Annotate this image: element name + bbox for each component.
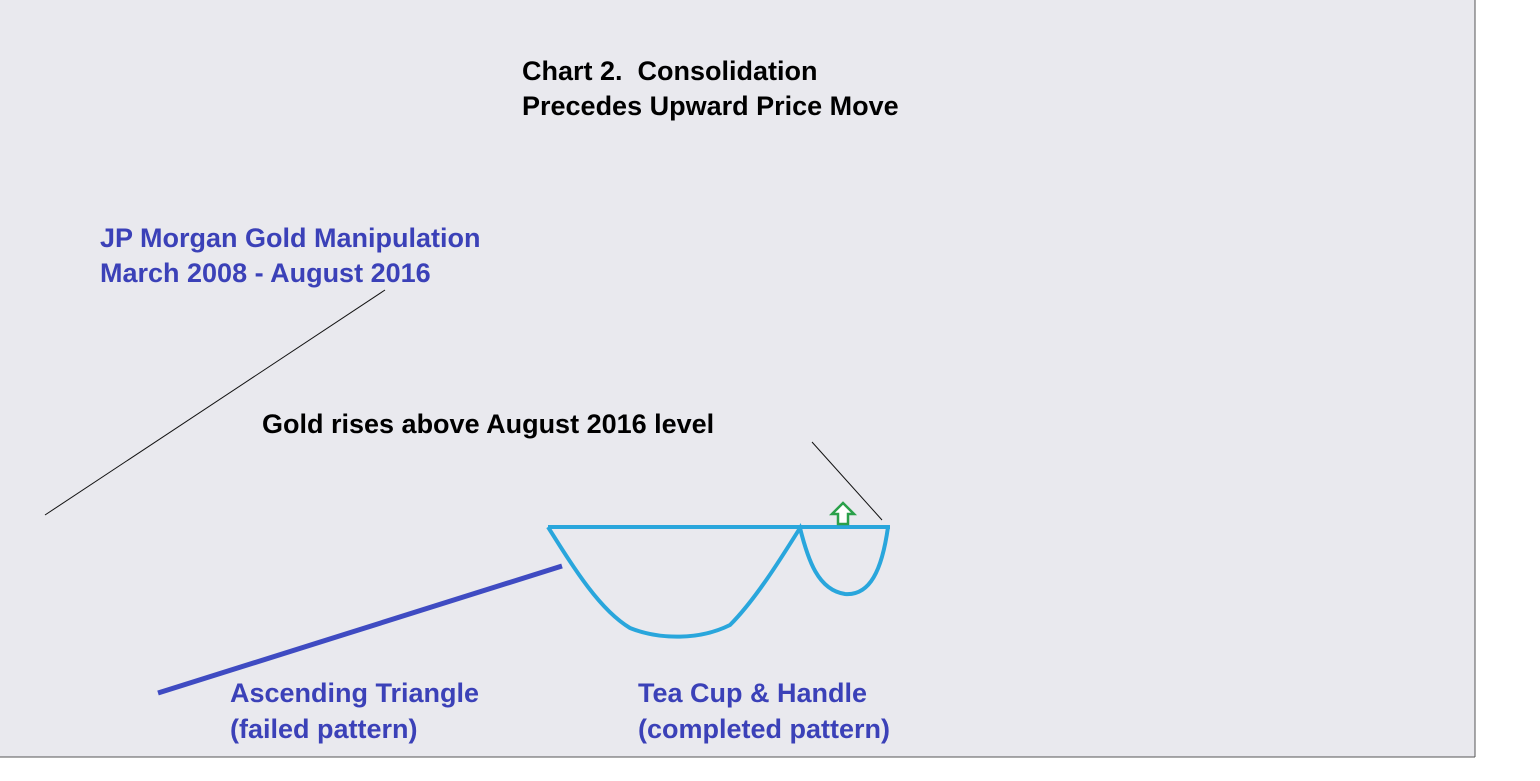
axis-background xyxy=(1475,0,1540,781)
plot-background xyxy=(0,0,1475,757)
annotations: Chart 2. Consolidation Precedes Upward P… xyxy=(100,56,899,744)
annotation: (failed pattern) xyxy=(230,714,418,744)
pointer-line xyxy=(44,289,386,516)
annotation: March 2008 - August 2016 xyxy=(100,258,431,288)
annotation-shapes xyxy=(44,289,890,696)
annotation: (completed pattern) xyxy=(638,714,890,744)
up-arrow xyxy=(828,501,858,526)
annotation: Gold rises above August 2016 level xyxy=(262,409,714,439)
triangle-line xyxy=(157,563,563,696)
title: Chart 2. Consolidation xyxy=(522,56,818,86)
title: Precedes Upward Price Move xyxy=(522,91,899,121)
cup-handle xyxy=(546,522,890,639)
annotation: JP Morgan Gold Manipulation xyxy=(100,223,481,253)
annotation: Tea Cup & Handle xyxy=(638,678,867,708)
pointer-line xyxy=(811,441,883,521)
annotation: Ascending Triangle xyxy=(230,678,479,708)
